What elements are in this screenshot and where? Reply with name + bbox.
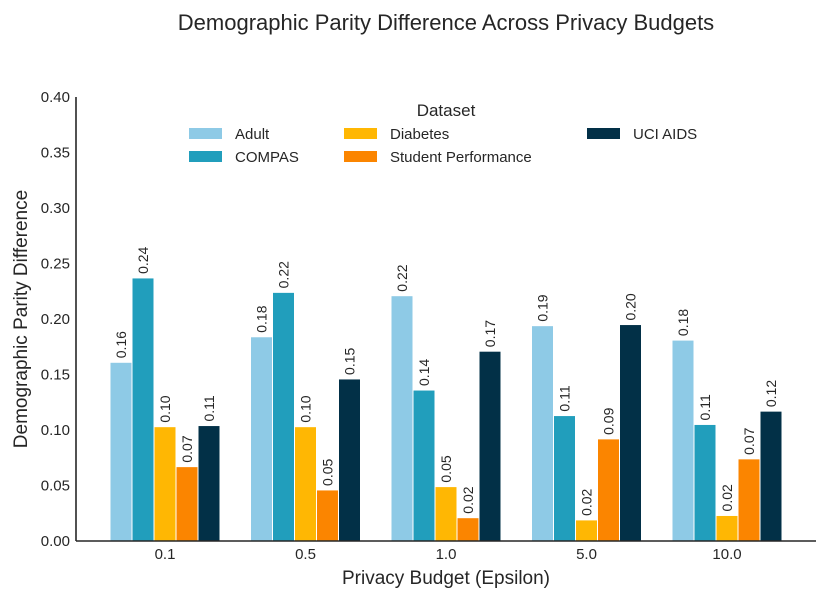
y-axis-label: Demographic Parity Difference — [11, 190, 32, 448]
legend-item-adult: Adult — [189, 126, 270, 143]
bar-value-label: 0.17 — [482, 320, 498, 347]
bar-labels-layer: 0.16 0.18 0.22 0.19 0.18 0.24 0.22 0.14 0.11 0.11… — [113, 246, 779, 515]
bar-uci-aids-0.1 — [197, 425, 221, 542]
bar-value-label: 0.11 — [697, 394, 713, 420]
legend: Dataset Adult COMPAS Diabetes Student Perfo… — [189, 101, 697, 166]
bar-student-performance-5.0 — [597, 438, 620, 542]
bar-student-performance-0.5 — [316, 489, 339, 542]
bar-adult-0.1 — [109, 361, 133, 542]
legend-label: Adult — [235, 126, 270, 143]
bar-uci-aids-10.0 — [759, 410, 783, 542]
bars-layer — [109, 277, 783, 542]
bar-value-label: 0.02 — [719, 484, 735, 511]
legend-label: Student Performance — [390, 149, 532, 166]
bar-value-label: 0.12 — [763, 380, 779, 407]
bar-value-label: 0.18 — [254, 305, 270, 332]
bar-value-label: 0.19 — [535, 294, 551, 321]
bar-adult-0.5 — [250, 336, 273, 542]
legend-item-compas: COMPAS — [189, 149, 299, 166]
bar-value-label: 0.09 — [601, 407, 617, 434]
legend-item-diabetes: Diabetes — [344, 126, 449, 143]
legend-label: Diabetes — [390, 126, 449, 143]
bar-value-label: 0.10 — [157, 395, 173, 422]
bar-diabetes-5.0 — [575, 519, 598, 542]
bar-student-performance-0.1 — [175, 466, 199, 542]
legend-swatch — [189, 151, 222, 162]
y-tick-label: 0.25 — [41, 256, 70, 273]
y-tick-label: 0.40 — [41, 89, 70, 106]
x-axis: 0.1 0.5 1.0 5.0 10.0 — [76, 540, 816, 563]
bar-compas-1.0 — [412, 389, 436, 542]
legend-swatch — [587, 128, 620, 139]
bar-value-label: 0.05 — [438, 455, 454, 482]
bar-value-label: 0.11 — [201, 395, 217, 421]
bar-diabetes-10.0 — [715, 514, 739, 542]
y-tick-label: 0.30 — [41, 200, 70, 217]
y-axis: 0.00 0.05 0.10 0.15 0.20 0.25 0.30 0.35 0.40 — [41, 89, 77, 550]
legend-title: Dataset — [417, 101, 476, 120]
bar-diabetes-0.5 — [294, 426, 317, 542]
bar-value-label: 0.22 — [276, 261, 292, 288]
bar-value-label: 0.05 — [320, 458, 336, 485]
bar-value-label: 0.22 — [394, 264, 410, 291]
bar-value-label: 0.02 — [579, 488, 595, 515]
x-tick-label: 5.0 — [576, 546, 597, 563]
bar-compas-0.1 — [131, 277, 155, 542]
bar-diabetes-0.1 — [153, 426, 177, 542]
bar-value-label: 0.07 — [179, 435, 195, 462]
bar-value-label: 0.10 — [298, 395, 314, 422]
bar-uci-aids-1.0 — [478, 350, 502, 542]
bar-value-label: 0.24 — [135, 246, 151, 273]
bar-adult-1.0 — [390, 295, 414, 542]
bar-uci-aids-5.0 — [619, 324, 642, 542]
x-tick-label: 10.0 — [712, 546, 741, 563]
bar-value-label: 0.20 — [623, 293, 639, 320]
y-tick-label: 0.35 — [41, 145, 70, 162]
bar-value-label: 0.02 — [460, 486, 476, 513]
x-tick-label: 0.5 — [295, 546, 316, 563]
bar-compas-10.0 — [693, 423, 717, 542]
bar-value-label: 0.14 — [416, 359, 432, 386]
bar-adult-10.0 — [671, 339, 695, 542]
y-tick-label: 0.05 — [41, 478, 70, 495]
legend-item-student-performance: Student Performance — [344, 149, 532, 166]
bar-value-label: 0.07 — [741, 427, 757, 454]
bar-value-label: 0.18 — [675, 309, 691, 336]
bar-value-label: 0.15 — [342, 347, 358, 374]
legend-label: COMPAS — [235, 149, 299, 166]
bar-diabetes-1.0 — [434, 486, 458, 542]
bar-value-label: 0.11 — [557, 385, 573, 411]
bar-student-performance-10.0 — [737, 458, 761, 542]
bar-compas-0.5 — [272, 291, 295, 542]
legend-swatch — [344, 128, 377, 139]
bar-compas-5.0 — [553, 415, 576, 542]
x-axis-label: Privacy Budget (Epsilon) — [342, 568, 550, 589]
legend-item-uci-aids: UCI AIDS — [587, 126, 697, 143]
x-tick-label: 0.1 — [155, 546, 176, 563]
legend-swatch — [344, 151, 377, 162]
bar-adult-5.0 — [531, 325, 554, 542]
bar-value-label: 0.16 — [113, 331, 129, 358]
y-tick-label: 0.20 — [41, 311, 70, 328]
legend-swatch — [189, 128, 222, 139]
x-tick-label: 1.0 — [436, 546, 457, 563]
y-tick-label: 0.00 — [41, 533, 70, 550]
bar-uci-aids-0.5 — [338, 378, 361, 542]
y-tick-label: 0.15 — [41, 367, 70, 384]
legend-label: UCI AIDS — [633, 126, 697, 143]
y-tick-label: 0.10 — [41, 422, 70, 439]
chart-title: Demographic Parity Difference Across Pri… — [178, 10, 714, 35]
bar-student-performance-1.0 — [456, 517, 480, 542]
